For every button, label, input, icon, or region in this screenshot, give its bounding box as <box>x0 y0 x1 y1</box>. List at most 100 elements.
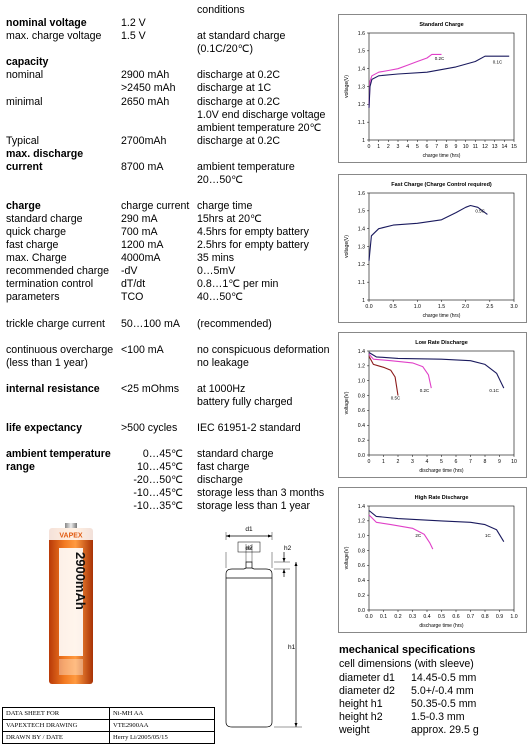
footer-row: VAPEXTECH DRAWING VTE2900AA <box>2 719 215 732</box>
charge-row-value: 4000mA <box>121 252 161 264</box>
x-tick-label: 0.0 <box>365 304 372 310</box>
high-rate-discharge-chart: High Rate Discharge 0.0 0.1 0.2 0.3 0.4 0.5 0.6… <box>338 487 527 633</box>
battery-brand: VAPEX <box>59 533 83 540</box>
series-line-0.5C <box>368 355 399 396</box>
charge-row-label: fast charge <box>6 239 59 251</box>
max-discharge-label2: current <box>6 161 43 173</box>
series-label: 0.5C <box>475 209 485 214</box>
chart-svg: Fast Charge (Charge Control required) 0.0… <box>344 182 518 319</box>
max-charge-voltage-cond2: (0.1C/20℃) <box>197 43 254 55</box>
x-tick-label: 1.0 <box>414 304 421 310</box>
y-axis-label: voltage(V) <box>344 235 350 258</box>
x-axis-label: discharge time (hrs) <box>419 468 464 474</box>
series-line-0.2C <box>368 53 442 108</box>
x-tick-label: 0.1 <box>380 614 387 620</box>
series-label: 0.2C <box>420 388 430 393</box>
x-tick-label: 2 <box>387 144 390 150</box>
max-discharge-cond: ambient temperature <box>197 161 295 173</box>
y-tick-label: 1.0 <box>358 379 365 385</box>
series-label: 0.1C <box>489 388 499 393</box>
typical-capacity-label: Typical <box>6 135 39 147</box>
series-line-1C <box>368 510 505 542</box>
x-tick-label: 0.7 <box>467 614 474 620</box>
temperature-value: 0…45℃ <box>142 448 183 460</box>
chart-svg: High Rate Discharge 0.0 0.1 0.2 0.3 0.4 0.5 0.6… <box>344 495 518 629</box>
max-discharge-label: max. discharge <box>6 148 84 160</box>
y-tick-label: 1.4 <box>358 349 365 355</box>
max-discharge-value: 8700 mA <box>121 161 164 173</box>
trickle-label: trickle charge current <box>6 318 105 330</box>
y-axis-label: voltage(V) <box>344 391 350 414</box>
x-tick-label: 9 <box>455 144 458 150</box>
y-tick-label: 0.0 <box>358 453 365 459</box>
x-tick-label: 5 <box>416 144 419 150</box>
nominal-capacity-cond: discharge at 0.2C <box>197 69 281 81</box>
y-tick-label: 1.2 <box>358 364 365 370</box>
dim-d2-label: d2 <box>245 545 253 552</box>
x-tick-label: 15 <box>511 144 517 150</box>
dim-h2-label: h2 <box>284 545 292 552</box>
y-tick-label: 1.0 <box>358 534 365 540</box>
x-tick-label: 8 <box>484 459 487 465</box>
dim-d1-label: d1 <box>245 526 253 533</box>
x-tick-label: 0.2 <box>394 614 401 620</box>
y-tick-label: 0.8 <box>358 548 365 554</box>
minimal-capacity-value: 2650 mAh <box>121 96 170 108</box>
y-tick-label: 1.5 <box>358 209 365 215</box>
series-line-0.1C <box>368 352 505 389</box>
temperature-cond: storage less than 1 year <box>197 500 311 512</box>
temperature-label: ambient temperature <box>6 448 111 460</box>
x-tick-label: 0 <box>368 459 371 465</box>
x-tick-label: 3 <box>397 144 400 150</box>
chart-svg: Low Rate Discharge 0 1 2 3 4 5 6 7 8 9 10 0.0 0.2 0.4 0… <box>344 340 517 474</box>
series-label: 2C <box>415 533 422 538</box>
temperature-cond: standard charge <box>197 448 274 460</box>
series-label: 0.2C <box>435 56 445 61</box>
y-tick-label: 1.3 <box>358 84 365 90</box>
footer-label: DRAWN BY / DATE <box>2 731 110 744</box>
life-label: life expectancy <box>6 422 82 434</box>
x-tick-label: 0.5 <box>438 614 445 620</box>
charge-row-value: 1200 mA <box>121 239 164 251</box>
y-tick-label: 0.4 <box>358 423 365 429</box>
x-tick-label: 7 <box>469 459 472 465</box>
overcharge-cond2: no leakage <box>197 357 249 369</box>
battery-photo: VAPEX 2900mAh <box>37 522 105 687</box>
x-tick-label: 0.6 <box>452 614 459 620</box>
series-line-0.2C <box>368 353 432 389</box>
charge-row-cond: 4.5hrs for empty battery <box>197 226 309 238</box>
dim-h1-label: h1 <box>288 644 296 651</box>
max-charge-voltage-label: max. charge voltage <box>6 30 102 42</box>
y-tick-label: 1 <box>362 298 365 304</box>
charge-row-value: 700 mA <box>121 226 158 238</box>
y-tick-label: 1.2 <box>358 262 365 268</box>
x-tick-label: 7 <box>435 144 438 150</box>
max-charge-voltage-value: 1.5 V <box>121 30 146 42</box>
charge-row-value: 290 mA <box>121 213 158 225</box>
life-cond: IEC 61951-2 standard <box>197 422 301 434</box>
series-label: 0.5C <box>391 395 401 400</box>
charge-row-value: -dV <box>121 265 138 277</box>
charge-row-label: max. Charge <box>6 252 67 264</box>
nominal-capacity-cond2: discharge at 1C <box>197 82 272 94</box>
charge-row-cond: 0.8…1℃ per min <box>197 278 279 290</box>
overcharge-value: <100 mA <box>121 344 164 356</box>
x-tick-label: 13 <box>492 144 498 150</box>
y-axis-label: voltage(V) <box>344 546 350 569</box>
typical-capacity-cond: discharge at 0.2C <box>197 135 281 147</box>
mech-row-label: height h2 <box>339 711 383 723</box>
y-tick-label: 1.4 <box>358 226 365 232</box>
mech-row-label: diameter d1 <box>339 672 395 684</box>
resistance-value: <25 mOhms <box>121 383 179 395</box>
typical-capacity-value: 2700mAh <box>121 135 167 147</box>
y-tick-label: 0.6 <box>358 408 365 414</box>
plot-area <box>368 32 515 141</box>
trickle-cond: (recommended) <box>197 318 272 330</box>
temperature-cond: discharge <box>197 474 243 486</box>
nominal-capacity-value: 2900 mAh <box>121 69 170 81</box>
mech-title: mechanical specifications <box>339 644 476 656</box>
x-tick-label: 12 <box>482 144 488 150</box>
mech-row-label: diameter d2 <box>339 685 395 697</box>
x-tick-label: 9 <box>498 459 501 465</box>
x-tick-label: 0 <box>368 144 371 150</box>
